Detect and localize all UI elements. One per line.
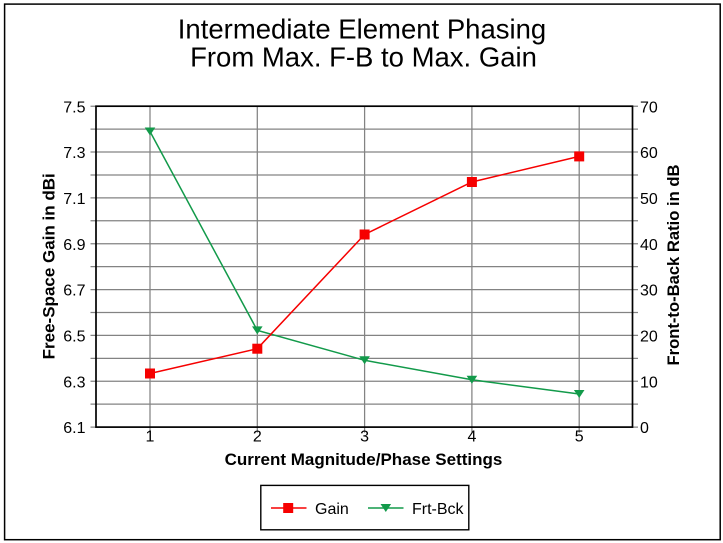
svg-text:Intermediate Element Phasing: Intermediate Element Phasing [178,13,546,44]
svg-text:60: 60 [640,145,658,162]
svg-text:50: 50 [640,191,658,208]
svg-text:20: 20 [640,329,658,346]
svg-text:7.5: 7.5 [63,99,85,116]
svg-text:5: 5 [575,429,584,446]
svg-text:0: 0 [640,420,649,437]
svg-text:Free-Space Gain in dBi: Free-Space Gain in dBi [39,173,58,359]
svg-text:7.1: 7.1 [63,191,85,208]
svg-text:7.3: 7.3 [63,145,85,162]
svg-text:6.1: 6.1 [63,420,85,437]
svg-text:Frt-Bck: Frt-Bck [412,501,465,518]
svg-text:6.9: 6.9 [63,237,85,254]
svg-text:3: 3 [360,429,369,446]
svg-text:6.5: 6.5 [63,329,85,346]
svg-text:10: 10 [640,374,658,391]
svg-text:From Max. F-B to Max. Gain: From Max. F-B to Max. Gain [190,42,537,73]
svg-text:70: 70 [640,99,658,116]
svg-text:40: 40 [640,237,658,254]
svg-text:1: 1 [146,429,155,446]
svg-text:Gain: Gain [315,501,349,518]
svg-text:6.7: 6.7 [63,283,85,300]
svg-text:Current Magnitude/Phase Settin: Current Magnitude/Phase Settings [225,450,503,469]
svg-text:2: 2 [253,429,262,446]
svg-text:Front-to-Back Ratio in dB: Front-to-Back Ratio in dB [664,165,683,366]
svg-text:30: 30 [640,283,658,300]
svg-text:4: 4 [467,429,476,446]
svg-text:6.3: 6.3 [63,374,85,391]
